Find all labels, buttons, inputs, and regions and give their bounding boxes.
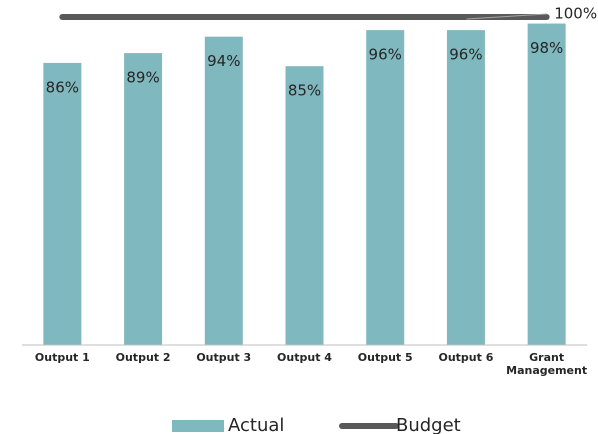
bar [366, 30, 405, 346]
bar [43, 62, 82, 346]
bar [446, 30, 485, 346]
data-label: 100% [554, 5, 597, 23]
data-label: 98% [530, 39, 563, 57]
legend-label: Budget [396, 415, 461, 434]
bar [527, 23, 566, 346]
data-label: 86% [46, 78, 79, 96]
bar [124, 53, 163, 346]
data-label: 96% [369, 46, 402, 64]
x-tick-label: Output 3 [196, 351, 251, 364]
leader-line [466, 13, 547, 20]
data-label: 94% [207, 52, 240, 70]
data-label: 89% [126, 69, 159, 87]
x-tick-label: Grant Management [506, 351, 587, 377]
bar [285, 66, 324, 345]
data-label: 85% [288, 82, 321, 100]
legend-swatch [172, 420, 224, 432]
x-tick-label: Output 5 [358, 351, 413, 364]
x-tick-label: Output 6 [438, 351, 493, 364]
legend-label: Actual [228, 415, 284, 434]
bar [204, 36, 243, 346]
x-tick-label: Output 4 [277, 351, 332, 364]
data-label: 96% [449, 46, 482, 64]
x-tick-label: Output 1 [35, 351, 90, 364]
x-tick-label: Output 2 [116, 351, 171, 364]
